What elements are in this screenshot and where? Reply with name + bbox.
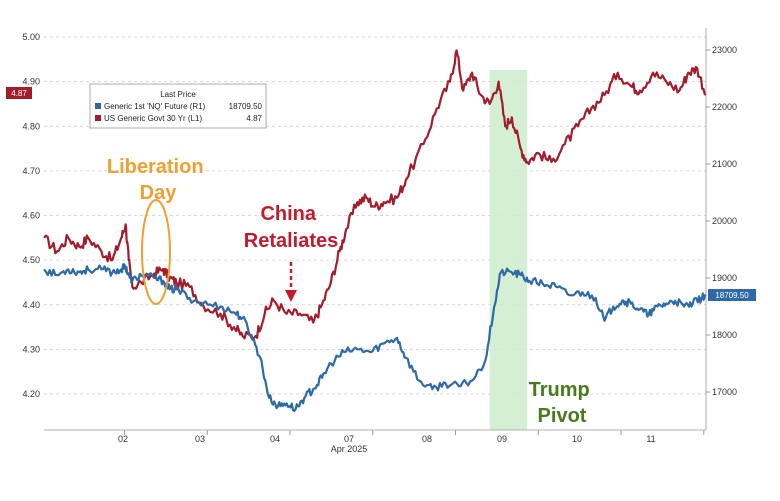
right-current-value: 18709.50 (715, 291, 749, 300)
right-tick-label: 21000 (712, 159, 737, 169)
series-line-nq-future (43, 263, 707, 413)
left-tick-label: 4.50 (22, 255, 40, 265)
right-current-tag: 18709.50 (708, 289, 756, 301)
x-tick-label: 04 (270, 434, 280, 444)
china-retaliates-arrow (285, 262, 297, 302)
right-tick-label: 18000 (712, 330, 737, 340)
legend-entry-nq: Generic 1st 'NQ' Future (R1) 18709.50 (95, 102, 263, 111)
right-tick-label: 20000 (712, 216, 737, 226)
x-tick-label: 09 (497, 434, 507, 444)
annotation-china-retaliates: China Retaliates (244, 203, 339, 252)
trump-pivot-shaded-region (489, 70, 528, 430)
x-tick-label: 10 (572, 434, 582, 444)
legend-title: Last Price (160, 90, 196, 99)
series-layer (43, 49, 707, 413)
annotation-liberation-day: Liberation Day (107, 156, 209, 204)
right-axis-ticks: 23000 22000 21000 20000 19000 18000 17000 (706, 45, 737, 397)
series-line-30yr-yield (43, 49, 707, 341)
x-tick-label: 07 (344, 434, 354, 444)
right-tick-label: 19000 (712, 273, 737, 283)
liberation-day-ellipse (141, 199, 171, 305)
left-tick-label: 4.60 (22, 211, 40, 221)
left-current-tag: 4.87 (6, 87, 32, 99)
left-tick-label: 5.00 (22, 32, 40, 42)
left-tick-label: 4.40 (22, 300, 40, 310)
left-tick-label: 4.80 (22, 121, 40, 131)
legend-entry-30yr: US Generic Govt 30 Yr (L1) 4.87 (95, 114, 263, 123)
x-tick-label: 11 (646, 434, 655, 444)
x-axis-label: Apr 2025 (331, 444, 368, 454)
annotation-trump-pivot: Trump Pivot (529, 379, 596, 427)
left-tick-label: 4.30 (22, 344, 40, 354)
legend-entry-30yr-value: 4.87 (246, 114, 262, 123)
x-tick-label: 02 (118, 434, 128, 444)
x-tick-label: 03 (195, 434, 205, 444)
right-tick-label: 23000 (712, 45, 737, 55)
left-tick-label: 4.70 (22, 166, 40, 176)
right-tick-label: 22000 (712, 102, 737, 112)
right-tick-label: 17000 (712, 387, 737, 397)
left-axis-ticks: 5.00 4.90 4.80 4.70 4.60 4.50 4.40 4.30 4.20 (22, 32, 40, 399)
x-tick-label: 08 (422, 434, 432, 444)
left-tick-label: 4.20 (22, 389, 40, 399)
legend-entry-nq-label: Generic 1st 'NQ' Future (R1) (104, 102, 206, 111)
legend-entry-nq-value: 18709.50 (229, 102, 263, 111)
x-axis-ticks: 02 03 04 07 08 09 10 11 (118, 430, 705, 444)
legend: Last Price Generic 1st 'NQ' Future (R1) … (89, 83, 267, 129)
left-tick-label: 4.90 (22, 77, 40, 87)
legend-entry-30yr-label: US Generic Govt 30 Yr (L1) (104, 114, 202, 123)
left-current-value: 4.87 (11, 89, 27, 98)
